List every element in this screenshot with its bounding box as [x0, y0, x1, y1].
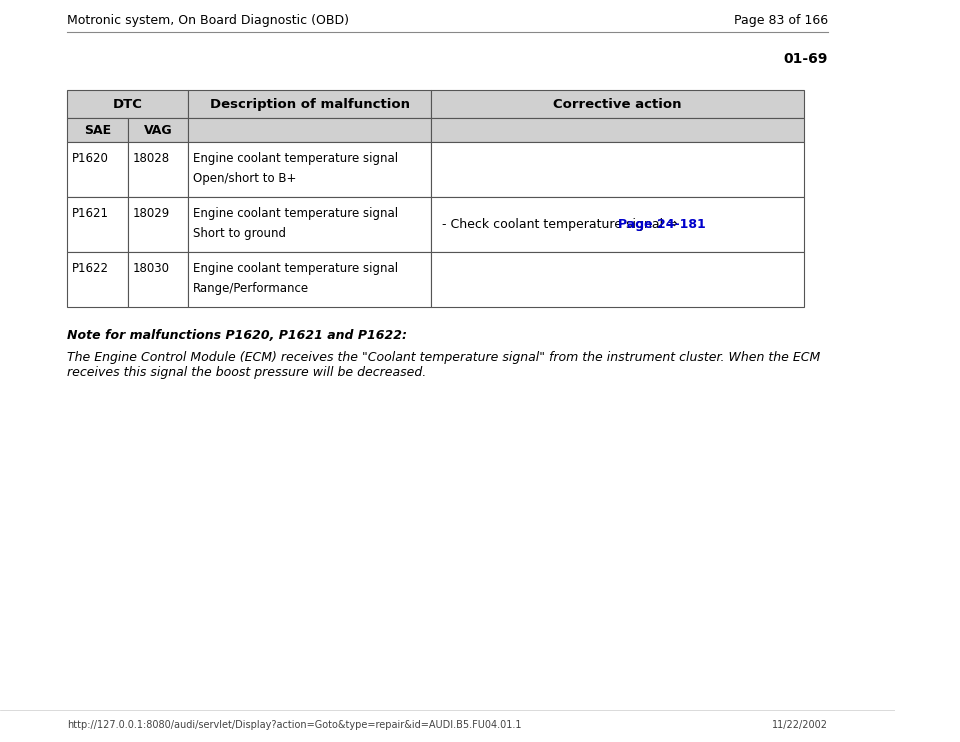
Bar: [128, 118, 188, 142]
Text: Engine coolant temperature signal: Engine coolant temperature signal: [193, 207, 398, 220]
Bar: [431, 118, 804, 142]
Text: - Check coolant temperature signal ⇒: - Check coolant temperature signal ⇒: [442, 218, 682, 231]
Text: VAG: VAG: [144, 123, 173, 137]
Text: Open/short to B+: Open/short to B+: [193, 172, 297, 185]
Bar: [188, 118, 431, 142]
Text: Description of malfunction: Description of malfunction: [209, 97, 410, 111]
Text: 11/22/2002: 11/22/2002: [772, 720, 828, 730]
Text: 01-69: 01-69: [783, 52, 828, 66]
Text: P1622: P1622: [72, 262, 108, 275]
Text: http://127.0.0.1:8080/audi/servlet/Display?action=Goto&type=repair&id=AUDI.B5.FU: http://127.0.0.1:8080/audi/servlet/Displ…: [67, 720, 521, 730]
Bar: [67, 142, 128, 197]
Text: Engine coolant temperature signal: Engine coolant temperature signal: [193, 152, 398, 165]
Text: Corrective action: Corrective action: [553, 97, 682, 111]
Text: Motronic system, On Board Diagnostic (OBD): Motronic system, On Board Diagnostic (OB…: [67, 14, 349, 27]
Bar: [67, 197, 128, 252]
Text: P1621: P1621: [72, 207, 108, 220]
Text: Note for malfunctions P1620, P1621 and P1622:: Note for malfunctions P1620, P1621 and P…: [67, 329, 407, 342]
Bar: [431, 197, 804, 252]
Text: 18029: 18029: [132, 207, 170, 220]
Bar: [188, 197, 431, 252]
Text: 18028: 18028: [132, 152, 170, 165]
Text: Range/Performance: Range/Performance: [193, 282, 309, 295]
Bar: [67, 118, 128, 142]
Text: Page 24-181: Page 24-181: [618, 218, 706, 231]
Bar: [128, 197, 188, 252]
Text: 18030: 18030: [132, 262, 169, 275]
Bar: [188, 252, 431, 307]
Bar: [188, 142, 431, 197]
Text: Short to ground: Short to ground: [193, 227, 286, 240]
Text: SAE: SAE: [84, 123, 111, 137]
Bar: [188, 90, 431, 118]
Text: The Engine Control Module (ECM) receives the "Coolant temperature signal" from t: The Engine Control Module (ECM) receives…: [67, 351, 821, 379]
Bar: [128, 142, 188, 197]
Bar: [67, 252, 128, 307]
Text: DTC: DTC: [112, 97, 143, 111]
Text: P1620: P1620: [72, 152, 108, 165]
Bar: [431, 90, 804, 118]
Bar: [128, 252, 188, 307]
Text: Engine coolant temperature signal: Engine coolant temperature signal: [193, 262, 398, 275]
Text: Page 83 of 166: Page 83 of 166: [733, 14, 828, 27]
Bar: [431, 142, 804, 197]
Bar: [431, 252, 804, 307]
Bar: [67, 90, 188, 118]
